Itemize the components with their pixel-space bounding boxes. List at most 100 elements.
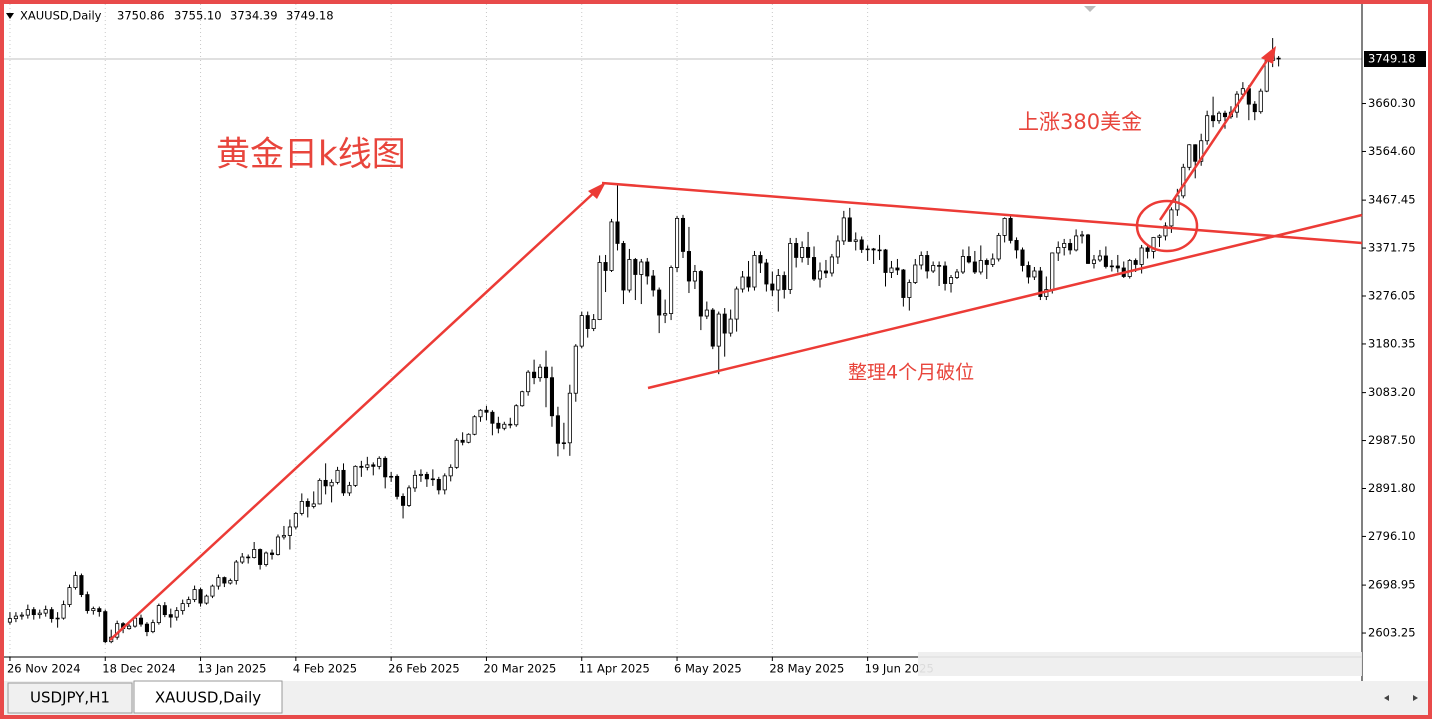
candle-body <box>329 481 334 487</box>
candle-body <box>1205 115 1210 142</box>
candle-body <box>281 535 286 538</box>
candle-body <box>335 469 340 483</box>
candle-body <box>835 240 840 258</box>
candle-body <box>353 465 358 486</box>
x-tick-label: 11 Apr 2025 <box>579 662 650 676</box>
trend-arrow <box>109 188 599 641</box>
candle-body <box>424 473 429 480</box>
candle-body <box>984 260 989 265</box>
annotation-consolidation: 整理4个月破位 <box>848 362 974 384</box>
candle-body <box>514 405 519 426</box>
candle-body <box>73 575 78 588</box>
candle-body <box>460 439 465 443</box>
candle-body <box>293 513 298 528</box>
candle-body <box>49 609 54 620</box>
candle-body <box>1145 247 1150 252</box>
candle-body <box>1211 115 1216 122</box>
candle-body <box>716 313 721 347</box>
candle-body <box>913 264 918 283</box>
y-tick-label: 2698.95 <box>1368 578 1416 592</box>
candle-body <box>817 270 823 280</box>
header-icon[interactable] <box>6 13 14 19</box>
candle-body <box>764 262 769 285</box>
y-tick-label: 3467.45 <box>1368 193 1416 207</box>
candle-body <box>180 603 185 612</box>
scroll-right[interactable] <box>1413 695 1418 701</box>
y-tick-label: 2891.80 <box>1368 481 1416 495</box>
candle-body <box>359 465 364 468</box>
candle-body <box>1080 234 1085 237</box>
candle-body <box>1032 270 1037 278</box>
tab[interactable] <box>7 682 133 714</box>
tab-label[interactable]: XAUUSD,Daily <box>155 689 261 707</box>
candle-body <box>782 275 787 290</box>
candle-body <box>877 249 882 252</box>
candle-body <box>395 475 400 497</box>
candle-body <box>436 478 441 491</box>
candle-body <box>1157 235 1162 238</box>
y-tick-label: 3180.35 <box>1368 336 1416 350</box>
y-tick-label: 3660.30 <box>1368 96 1416 110</box>
candle-body <box>1217 112 1222 122</box>
candle-body <box>448 466 453 477</box>
candle-body <box>269 552 275 555</box>
candle-body <box>442 475 447 491</box>
candle-body <box>67 587 72 606</box>
candle-body <box>299 501 304 514</box>
candle-body <box>639 261 644 275</box>
x-tick-label: 28 May 2025 <box>769 662 844 676</box>
candle-body <box>1026 265 1031 278</box>
candle-body <box>865 248 870 251</box>
candle-body <box>794 243 799 258</box>
candle-body <box>258 549 263 565</box>
candle-body <box>776 275 781 291</box>
breakout-arrow <box>1158 55 1272 221</box>
scroll-left[interactable] <box>1384 695 1389 701</box>
tab-label[interactable]: USDJPY,H1 <box>30 689 110 707</box>
candle-body <box>931 265 936 272</box>
candle-body <box>954 271 960 278</box>
candle-body <box>7 618 12 623</box>
candle-body <box>823 270 828 274</box>
candle-body <box>871 248 876 251</box>
candle-body <box>466 433 471 443</box>
candle-body <box>972 261 977 273</box>
candle-body <box>1068 243 1073 251</box>
candle-body <box>192 589 197 600</box>
candle-body <box>847 217 852 242</box>
candle-body <box>305 501 310 507</box>
candle-body <box>1240 88 1245 95</box>
candle-body <box>31 609 36 616</box>
candle-body <box>1264 60 1269 92</box>
candle-body <box>740 276 745 290</box>
arrow-head <box>1261 46 1276 64</box>
candle-body <box>901 269 906 298</box>
candle-body <box>341 469 346 494</box>
candle-body <box>246 556 251 559</box>
candle-body <box>168 614 173 618</box>
y-tick-label: 2603.25 <box>1368 626 1416 640</box>
overlay-strip <box>918 652 1362 676</box>
candle-body <box>722 313 727 334</box>
candle-body <box>948 277 954 284</box>
annotation-rise: 上涨380美金 <box>1018 110 1142 134</box>
candle-body <box>526 371 531 393</box>
support-line <box>647 213 1363 390</box>
candle-body <box>406 487 412 506</box>
candle-body <box>960 256 965 273</box>
candle-body <box>1008 217 1013 241</box>
candle-body <box>275 536 281 555</box>
candle-body <box>895 267 900 271</box>
candle-body <box>663 313 668 316</box>
header-open: 3750.86 <box>117 9 165 23</box>
breakout-circle <box>1135 199 1199 253</box>
candle-body <box>1050 252 1055 290</box>
tab-active[interactable] <box>133 680 283 714</box>
candle-body <box>806 247 811 258</box>
candle-body <box>91 608 96 612</box>
x-tick-label: 20 Mar 2025 <box>483 662 556 676</box>
candle-body <box>454 439 459 468</box>
candle-body <box>287 526 292 536</box>
candle-body <box>496 422 501 429</box>
